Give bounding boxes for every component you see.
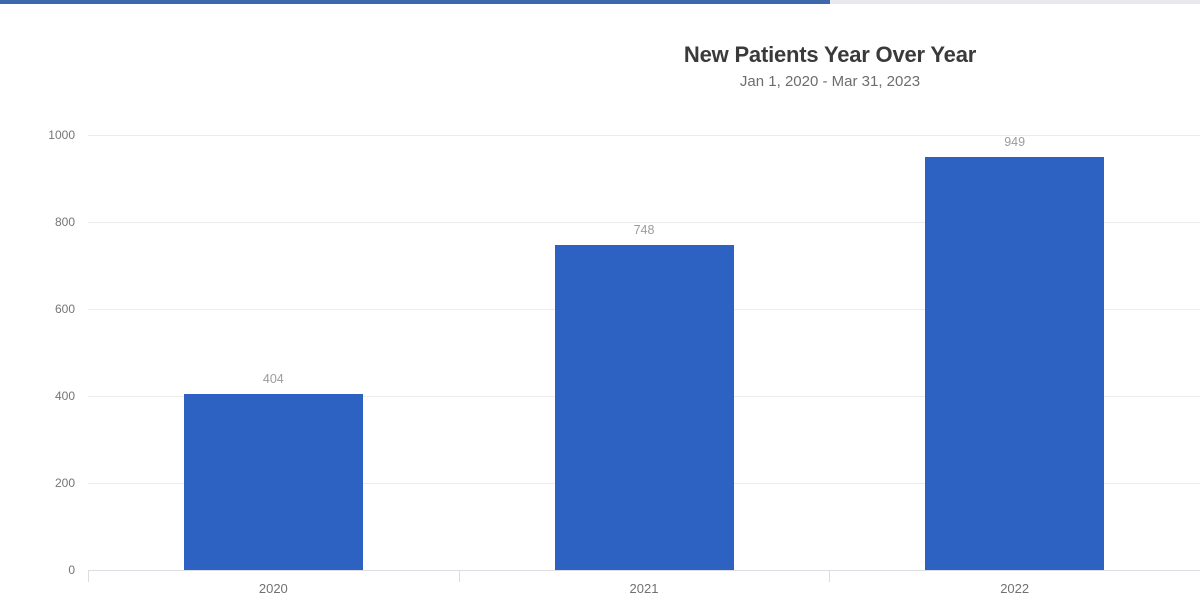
x-axis-category-label-2021: 2021: [629, 581, 659, 596]
x-axis-category-label-2022: 2022: [1000, 581, 1030, 596]
chart-subtitle: Jan 1, 2020 - Mar 31, 2023: [739, 73, 921, 90]
x-axis-tick: [458, 570, 460, 582]
page-top-progress-fill: [0, 0, 830, 4]
y-axis-tick-label: 400: [54, 389, 75, 403]
y-axis-tick-label: 0: [68, 563, 75, 577]
x-axis-category-label-2020: 2020: [258, 581, 288, 596]
y-axis-tick-label: 600: [54, 302, 75, 316]
bar-value-label-2020: 404: [262, 372, 284, 387]
chart-header: New Patients Year Over Year Jan 1, 2020 …: [684, 42, 976, 91]
gridline-y800: [88, 222, 1200, 223]
page-top-progress-track: [0, 0, 1200, 4]
bar-value-label-2022: 949: [1004, 135, 1026, 150]
chart-title: New Patients Year Over Year: [683, 42, 977, 67]
bar-value-label-2021: 748: [633, 222, 655, 237]
gridline-y1000: [88, 135, 1200, 136]
x-axis-line: [88, 570, 1200, 571]
y-axis-tick-label: 800: [54, 215, 75, 229]
bar-2020[interactable]: [183, 394, 363, 570]
y-axis-tick-label: 200: [54, 476, 75, 490]
x-axis-tick: [88, 570, 89, 582]
bar-2021[interactable]: [554, 244, 734, 570]
bar-2022[interactable]: [925, 157, 1105, 570]
y-axis-tick-label: 1000: [48, 128, 75, 142]
x-axis-tick: [829, 570, 831, 582]
